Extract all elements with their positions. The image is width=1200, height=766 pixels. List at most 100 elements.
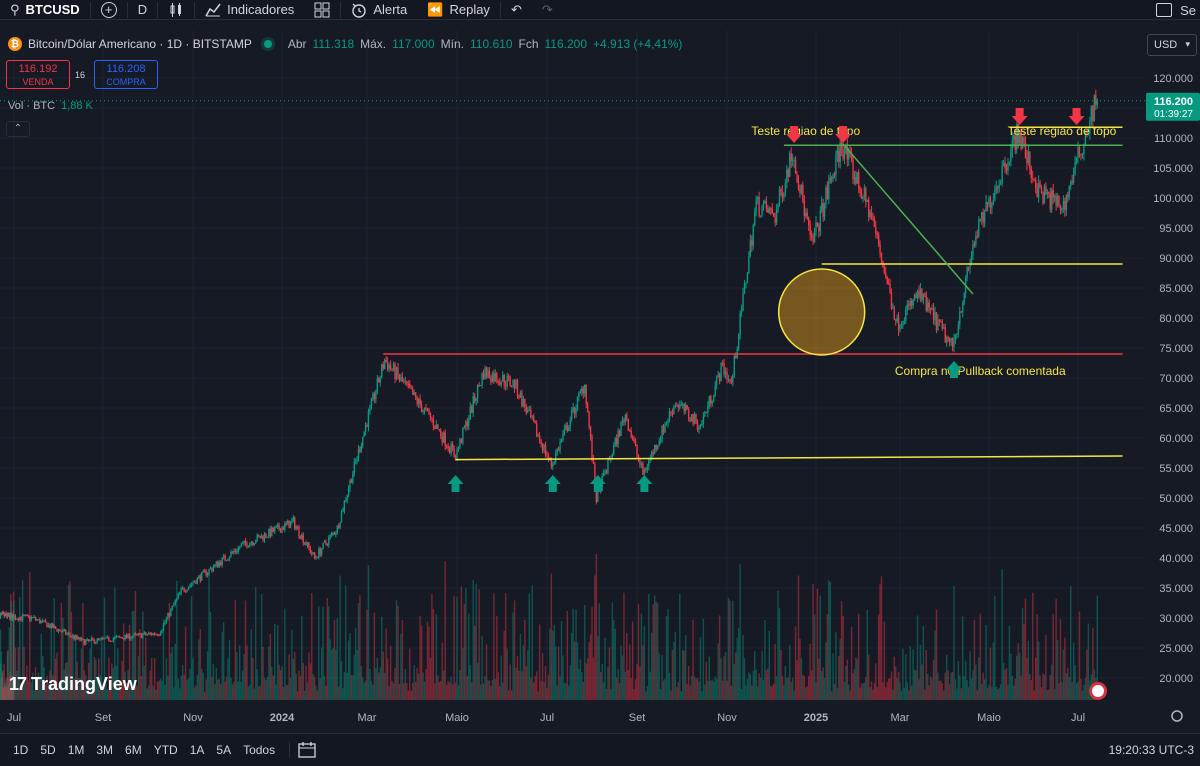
volume-bar [441, 642, 443, 700]
period-button[interactable]: 3M [96, 743, 114, 757]
settings-icon[interactable] [1171, 710, 1183, 722]
symbol-search[interactable]: ⚲ BTCUSD [0, 0, 90, 20]
volume-bar [1048, 689, 1050, 700]
volume-bar [905, 654, 907, 700]
volume-bar [481, 636, 483, 700]
collapse-legend-button[interactable]: ⌃ [6, 121, 30, 137]
volume-bar [203, 691, 206, 700]
period-button[interactable]: Todos [243, 743, 276, 757]
volume-bar [4, 687, 6, 700]
volume-bar [124, 671, 126, 700]
interval-button[interactable]: D [128, 0, 157, 20]
volume-bar [459, 670, 461, 700]
candle-body [263, 533, 266, 540]
candle-body [1052, 190, 1054, 198]
period-button[interactable]: 5D [40, 743, 56, 757]
period-button[interactable]: 6M [125, 743, 142, 757]
candle-body [566, 425, 569, 431]
volume-bar [27, 680, 30, 700]
period-button[interactable]: 1A [189, 743, 205, 757]
candle-body [478, 385, 480, 387]
price-tick-label: 40.000 [1159, 553, 1193, 565]
candle-body [740, 310, 743, 313]
volume-bar [648, 593, 650, 700]
candle-body [702, 416, 705, 424]
candle-body [1062, 201, 1065, 209]
period-button[interactable]: 5A [216, 743, 232, 757]
candle-body [537, 435, 539, 437]
candle-body [689, 417, 691, 422]
period-button[interactable]: YTD [153, 743, 178, 757]
volume-bar [407, 690, 410, 700]
candle-body [540, 440, 542, 444]
candle-body [887, 283, 890, 285]
candle-body [401, 376, 404, 382]
volume-bar [595, 554, 598, 700]
candle-body [604, 471, 606, 474]
volume-bar [735, 652, 737, 700]
candle-body [105, 636, 107, 639]
volume-bar [764, 619, 766, 700]
volume-bar [836, 688, 839, 700]
undo-button[interactable]: ↶ [501, 0, 532, 20]
candle-body [337, 525, 340, 528]
volume-bar [409, 648, 411, 700]
volume-bar [322, 606, 324, 700]
volume-bar [953, 585, 955, 700]
volume-bar [183, 674, 185, 700]
candle-body [547, 456, 550, 459]
volume-bar [547, 674, 550, 700]
indicators-button[interactable]: Indicadores [195, 0, 304, 20]
period-button[interactable]: 1M [67, 743, 85, 757]
candle-body [234, 551, 237, 553]
volume-bar [462, 648, 464, 700]
layouts-button[interactable] [304, 0, 340, 20]
volume-bar [488, 680, 491, 700]
candle-body [588, 411, 590, 427]
volume-bar [689, 685, 691, 700]
symbol-title[interactable]: Bitcoin/Dólar Americano · 1D · BITSTAMP [28, 37, 252, 51]
volume-bar [654, 595, 656, 700]
sell-button[interactable]: 116.192 VENDA [6, 60, 70, 89]
volume-bar [962, 616, 964, 700]
candle-body [89, 639, 91, 641]
compare-button[interactable]: + [91, 0, 127, 20]
buy-button[interactable]: 116.208 COMPRA [94, 60, 158, 89]
candle-body [544, 445, 547, 455]
volume-bar [76, 661, 78, 700]
fullscreen-icon[interactable] [1156, 3, 1173, 17]
volume-bar [296, 691, 299, 700]
volume-bar [171, 646, 174, 700]
volume-bar [375, 667, 377, 700]
volume-bar [414, 682, 417, 700]
period-button[interactable]: 1D [13, 743, 29, 757]
volume-legend[interactable]: Vol · BTC 1,88 K [8, 100, 93, 112]
candle-body [643, 469, 646, 475]
replay-button[interactable]: ⏪ Replay [417, 0, 500, 20]
redo-button[interactable]: ↷ [532, 0, 563, 20]
market-status-icon[interactable] [263, 40, 272, 48]
calendar-icon[interactable] [298, 742, 316, 758]
candle-body [352, 473, 354, 483]
candle-body [875, 226, 877, 234]
volume-bar [161, 680, 163, 700]
volume-bar [212, 664, 215, 700]
volume-bar [444, 561, 446, 700]
candle-body [943, 327, 945, 329]
candle-body [838, 150, 840, 162]
chart-type-button[interactable] [158, 0, 194, 20]
volume-bar [572, 608, 574, 700]
candle-body [976, 235, 979, 237]
candle-body [83, 639, 86, 645]
price-tick-label: 45.000 [1159, 523, 1193, 535]
currency-select[interactable]: USD ▾ [1147, 34, 1197, 56]
candle-body [988, 197, 990, 205]
price-chart[interactable]: Teste regiao de topo Teste região de topo… [0, 0, 1200, 733]
volume-bar [720, 658, 722, 700]
toolbar-right-text[interactable]: Se [1180, 2, 1196, 18]
volume-bar [369, 668, 371, 700]
volume-bar [457, 685, 460, 700]
clock[interactable]: 19:20:33 UTC-3 [1108, 743, 1194, 757]
volume-bar [59, 686, 61, 700]
alert-button[interactable]: Alerta [341, 0, 417, 20]
